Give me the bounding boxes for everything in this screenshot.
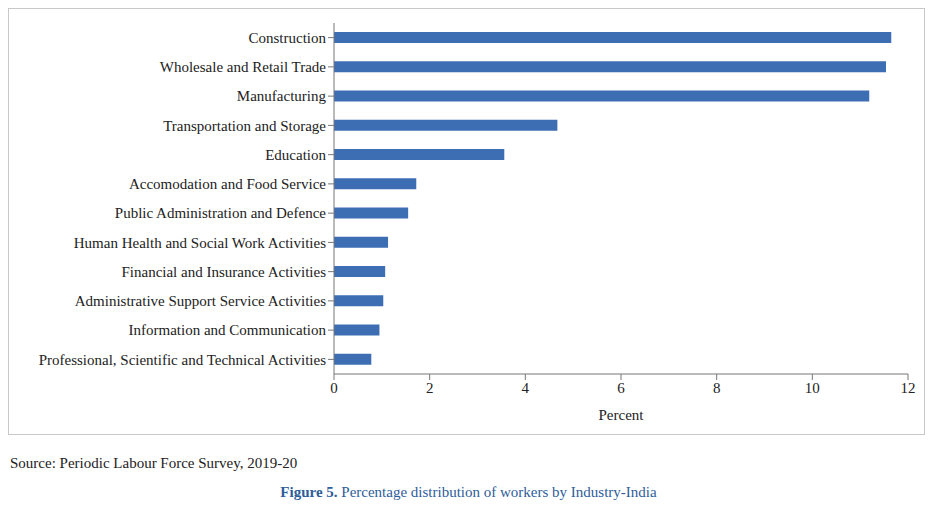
svg-text:Construction: Construction [249, 30, 327, 46]
html-text:Figure 5. Percentage distribut: Figure 5. Percentage distribution of wor… [280, 484, 657, 500]
svg-text:8: 8 [713, 380, 721, 396]
svg-text:Financial and Insurance Activi: Financial and Insurance Activities [121, 264, 326, 280]
svg-text:Transportation and Storage: Transportation and Storage [163, 118, 326, 134]
svg-text:12: 12 [901, 380, 916, 396]
svg-text:Human Health and Social Work A: Human Health and Social Work Activities [74, 235, 326, 251]
svg-text:2: 2 [426, 380, 434, 396]
svg-text:Percent: Percent [599, 407, 645, 423]
svg-text:Wholesale and Retail Trade: Wholesale and Retail Trade [160, 59, 327, 75]
svg-text:Accomodation and Food Service: Accomodation and Food Service [129, 176, 326, 192]
svg-text:Education: Education [265, 147, 326, 163]
svg-text:10: 10 [805, 380, 820, 396]
svg-text:6: 6 [617, 380, 625, 396]
html-text:Source: Periodic Labour Force: Source: Periodic Labour Force Survey, 20… [10, 455, 298, 471]
svg-text:Administrative Support Service: Administrative Support Service Activitie… [75, 293, 326, 309]
svg-text:Information and Communication: Information and Communication [129, 322, 327, 338]
svg-text:0: 0 [330, 380, 338, 396]
svg-text:Professional, Scientific and T: Professional, Scientific and Technical A… [39, 352, 327, 368]
svg-text:Manufacturing: Manufacturing [237, 88, 327, 104]
svg-text:4: 4 [522, 380, 530, 396]
svg-text:Public Administration and Defe: Public Administration and Defence [115, 205, 327, 221]
